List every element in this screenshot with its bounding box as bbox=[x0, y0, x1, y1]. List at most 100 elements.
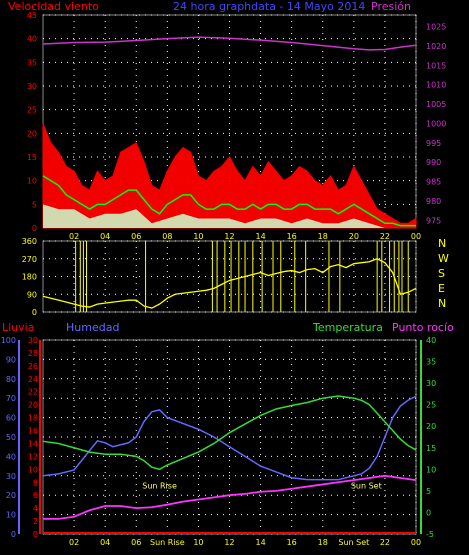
rain-tick-label: 22 bbox=[28, 388, 38, 397]
y-right-tick-label: 995 bbox=[426, 139, 441, 148]
compass-label: W bbox=[438, 252, 449, 265]
x-tick-label: 08 bbox=[162, 232, 172, 241]
temperature-tick-label: 35 bbox=[426, 358, 436, 367]
y-tick-label: 270 bbox=[22, 255, 37, 264]
x-tick-label: 06 bbox=[131, 232, 141, 241]
y-left-tick-label: 40 bbox=[27, 35, 37, 44]
humidity-tick-label: 30 bbox=[6, 472, 16, 481]
rain-tick-label: 0 bbox=[33, 530, 38, 539]
humidity-tick-label: 100 bbox=[1, 336, 16, 345]
x-tick-label: 02 bbox=[69, 538, 79, 547]
wind-pressure-chart: Velocidad viento 24 hora graphdata - 14 … bbox=[8, 0, 446, 241]
y-left-tick-label: 5 bbox=[32, 200, 37, 209]
temperature-tick-label: 30 bbox=[426, 379, 436, 388]
temperature-line bbox=[42, 395, 417, 471]
temperature-tick-label: 5 bbox=[426, 487, 431, 496]
sun-annotation: Sun Set bbox=[351, 482, 382, 491]
temperature-tick-label: -5 bbox=[426, 530, 434, 539]
rain-tick-label: 28 bbox=[28, 349, 38, 358]
humidity-tick-label: 50 bbox=[6, 433, 16, 442]
y-tick-label: 180 bbox=[22, 273, 37, 282]
y-left-tick-label: 15 bbox=[27, 153, 37, 162]
y-tick-label: 90 bbox=[27, 290, 37, 299]
humidity-tick-label: 40 bbox=[6, 452, 16, 461]
y-left-tick-label: 45 bbox=[27, 11, 37, 20]
sun-annotation: Sun Rise bbox=[142, 482, 177, 491]
humidity-axis-label: Humedad bbox=[66, 321, 119, 334]
avg-wind-line bbox=[42, 175, 416, 227]
x-tick-label: Sun Rise bbox=[150, 538, 185, 547]
x-tick-label: 12 bbox=[224, 538, 234, 547]
temperature-tick-label: 0 bbox=[426, 508, 431, 517]
x-tick-label: 00 bbox=[411, 538, 421, 547]
rain-tick-label: 8 bbox=[33, 478, 38, 487]
temperature-tick-label: 40 bbox=[426, 336, 436, 345]
compass-label: S bbox=[438, 267, 445, 280]
y-right-tick-label: 1015 bbox=[426, 61, 446, 70]
y-right-tick-label: 990 bbox=[426, 158, 441, 167]
y-right-tick-label: 1010 bbox=[426, 81, 446, 90]
y-right-tick-label: 985 bbox=[426, 178, 441, 187]
y-left-tick-label: 30 bbox=[27, 82, 37, 91]
temperature-tick-label: 20 bbox=[426, 422, 436, 431]
pressure-line bbox=[42, 36, 417, 51]
x-tick-label: 22 bbox=[380, 232, 390, 241]
y-right-tick-label: 1000 bbox=[426, 119, 446, 128]
x-tick-label: 10 bbox=[193, 232, 203, 241]
x-tick-label: Sun Set bbox=[338, 538, 369, 547]
rain-tick-label: 6 bbox=[33, 491, 38, 500]
rain-tick-label: 30 bbox=[28, 336, 38, 345]
humidity-tick-label: 90 bbox=[6, 355, 16, 364]
compass-label: N bbox=[438, 237, 446, 250]
y-tick-label: 360 bbox=[22, 237, 37, 246]
y-right-tick-label: 1025 bbox=[426, 23, 446, 32]
rain-tick-label: 26 bbox=[28, 362, 38, 371]
x-tick-label: 04 bbox=[100, 538, 110, 547]
y-right-tick-label: 980 bbox=[426, 197, 441, 206]
x-tick-label: 10 bbox=[193, 538, 203, 547]
direction-line bbox=[42, 258, 417, 309]
x-tick-label: 16 bbox=[287, 538, 297, 547]
dewpoint-line bbox=[43, 474, 417, 520]
x-tick-label: 04 bbox=[100, 232, 110, 241]
humidity-tick-label: 70 bbox=[6, 394, 16, 403]
rain-tick-label: 2 bbox=[33, 517, 38, 526]
y-left-tick-label: 0 bbox=[32, 224, 37, 233]
x-tick-label: 14 bbox=[255, 538, 265, 547]
dewpoint-axis-label: Punto rocío bbox=[392, 321, 454, 334]
y-left-tick-label: 25 bbox=[27, 106, 37, 115]
x-tick-label: 16 bbox=[287, 232, 297, 241]
chart-title: 24 hora graphdata - 14 Mayo 2014 bbox=[173, 0, 365, 13]
y-right-tick-label: 975 bbox=[426, 216, 441, 225]
humidity-tick-label: 0 bbox=[11, 530, 16, 539]
y-left-tick-label: 10 bbox=[27, 177, 37, 186]
rain-tick-label: 20 bbox=[28, 401, 38, 410]
x-tick-label: 12 bbox=[224, 232, 234, 241]
temperature-axis-label: Temperatura bbox=[312, 321, 383, 334]
humidity-tick-label: 60 bbox=[6, 414, 16, 423]
humidity-line bbox=[42, 395, 417, 481]
x-tick-label: 22 bbox=[380, 538, 390, 547]
x-tick-label: 18 bbox=[318, 538, 328, 547]
rain-tick-label: 14 bbox=[28, 439, 38, 448]
x-tick-label: 00 bbox=[411, 232, 421, 241]
x-tick-label: 14 bbox=[255, 232, 265, 241]
rain-tick-label: 4 bbox=[33, 504, 38, 513]
pressure-axis-label: Presión bbox=[371, 0, 411, 13]
rain-tick-label: 16 bbox=[28, 427, 38, 436]
x-tick-label: 02 bbox=[69, 232, 79, 241]
y-left-tick-label: 35 bbox=[27, 58, 37, 67]
temperature-tick-label: 25 bbox=[426, 401, 436, 410]
y-right-tick-label: 1005 bbox=[426, 100, 446, 109]
rain-tick-label: 10 bbox=[28, 465, 38, 474]
rain-tick-label: 18 bbox=[28, 414, 38, 423]
y-left-tick-label: 20 bbox=[27, 129, 37, 138]
humidity-tick-label: 80 bbox=[6, 375, 16, 384]
gust-area bbox=[42, 123, 417, 229]
x-tick-label: 18 bbox=[318, 232, 328, 241]
x-tick-label: 06 bbox=[131, 538, 141, 547]
rain-axis-label: Lluvia bbox=[2, 321, 34, 334]
rain-tick-label: 24 bbox=[28, 375, 38, 384]
